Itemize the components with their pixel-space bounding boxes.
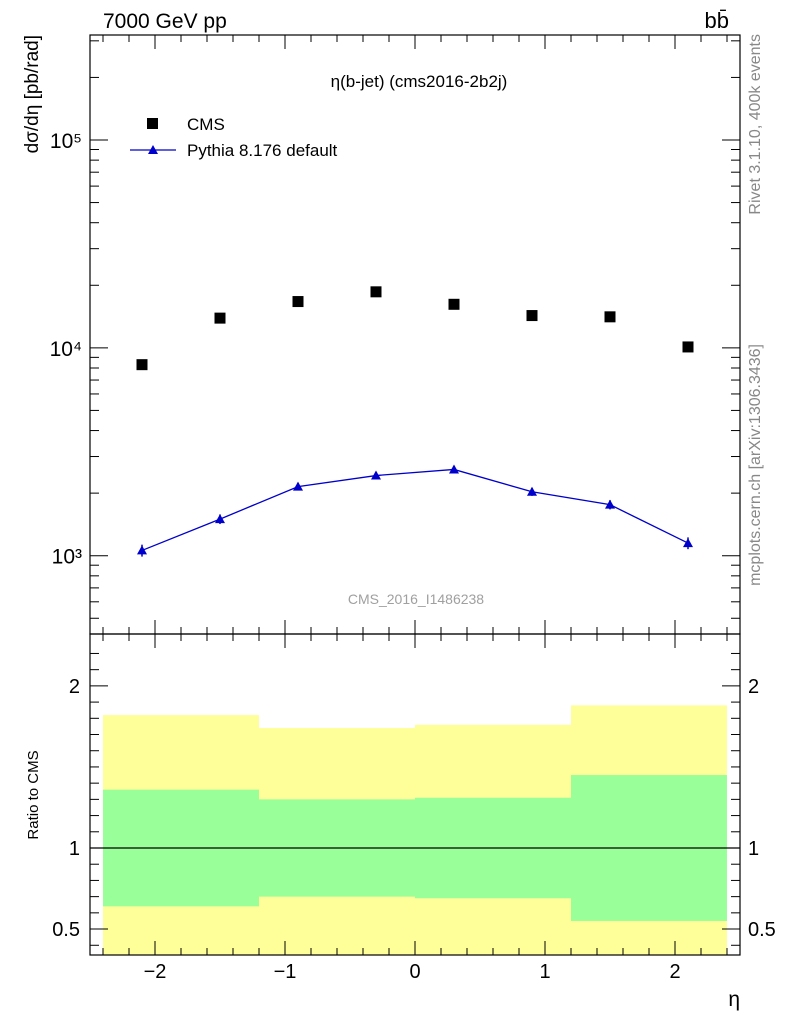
pythia-point xyxy=(605,499,615,509)
cms-point xyxy=(136,359,148,371)
x-axis-label: η xyxy=(728,988,740,1011)
ratio-frame xyxy=(89,633,741,956)
ratio-y-tick-label-right: 2 xyxy=(748,676,759,698)
main-y-axis-label: dσ/dη [pb/rad] xyxy=(22,35,43,153)
legend: CMS Pythia 8.176 default xyxy=(130,115,338,160)
cms-point xyxy=(526,310,538,322)
cms-point xyxy=(604,311,616,323)
pythia-point xyxy=(293,481,303,491)
ratio-y-tick-label-left: 0.5 xyxy=(52,919,80,941)
cms-point xyxy=(292,296,304,308)
y-tick-label: 10⁴ xyxy=(50,338,82,361)
ratio-bands xyxy=(103,705,727,955)
mcplots-label: mcplots.cern.ch [arXiv:1306.3436] xyxy=(747,344,764,586)
pythia-point xyxy=(527,486,537,496)
x-tick-label: −2 xyxy=(144,961,167,983)
x-tick-label: 2 xyxy=(669,961,680,983)
legend-pythia-label: Pythia 8.176 default xyxy=(187,141,338,160)
pythia-point xyxy=(449,464,459,474)
cms-point xyxy=(682,341,694,353)
ratio-y-tick-label-right: 0.5 xyxy=(748,919,776,941)
pythia-point xyxy=(215,514,225,524)
cms-point xyxy=(214,312,226,324)
x-tick-label: 1 xyxy=(539,961,550,983)
chart-title: η(b-jet) (cms2016-2b2j) xyxy=(331,72,508,91)
ratio-ticks xyxy=(90,634,740,955)
main-series xyxy=(136,286,694,557)
ratio-y-tick-label-right: 1 xyxy=(748,838,759,860)
main-panel: 10³ 10⁴ 10⁵ η(b-jet) (cms2016-2b2j) CMS_20… xyxy=(22,34,741,635)
y-tick-label: 10³ xyxy=(52,546,82,569)
ratio-panel: 0.5 0.5 1 1 2 2 −2 −1 0 1 2 Ratio to CMS η xyxy=(25,633,776,1011)
ratio-y-tick-label-left: 1 xyxy=(69,838,80,860)
x-tick-label: −1 xyxy=(274,961,297,983)
analysis-watermark: CMS_2016_I1486238 xyxy=(348,591,484,607)
header-left: 7000 GeV pp xyxy=(103,10,227,33)
legend-cms-marker xyxy=(147,118,158,129)
cms-point xyxy=(448,298,460,310)
ratio-y-tick-label-left: 2 xyxy=(69,676,80,698)
legend-cms-label: CMS xyxy=(187,115,225,134)
pythia-point xyxy=(371,470,381,480)
pythia-point xyxy=(137,545,147,555)
cms-point xyxy=(370,286,382,298)
x-tick-labels: −2 −1 0 1 2 xyxy=(144,961,681,983)
ratio-y-tick-labels: 0.5 0.5 1 1 2 2 xyxy=(52,676,776,941)
main-ticks xyxy=(90,35,740,634)
y-tick-label: 10⁵ xyxy=(50,130,82,153)
main-y-tick-labels: 10³ 10⁴ 10⁵ xyxy=(50,130,82,569)
x-tick-label: 0 xyxy=(409,961,420,983)
rivet-label: Rivet 3.1.10, 400k events xyxy=(747,34,764,215)
header-right: bb̄ xyxy=(705,8,729,33)
pythia-point xyxy=(683,538,693,548)
pythia-line xyxy=(141,468,689,552)
ratio-y-axis-label: Ratio to CMS xyxy=(25,750,42,839)
legend-pythia-marker xyxy=(148,145,158,154)
